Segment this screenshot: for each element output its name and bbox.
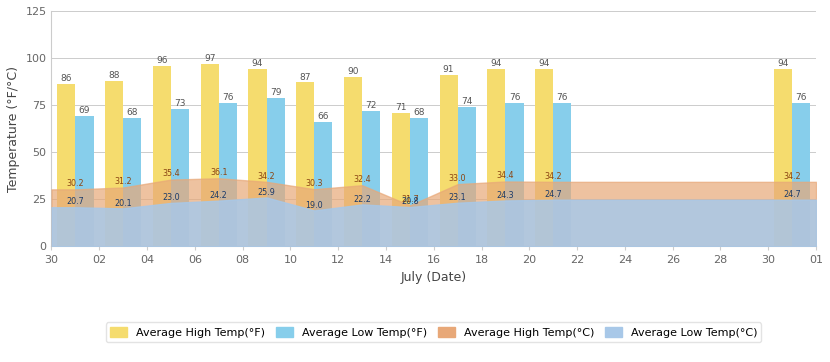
Text: 36.1: 36.1 <box>210 168 227 177</box>
Text: 72: 72 <box>365 101 377 110</box>
Text: 66: 66 <box>318 112 330 121</box>
Text: 24.2: 24.2 <box>210 191 227 200</box>
Bar <box>76 116 94 246</box>
Text: 35.4: 35.4 <box>162 169 180 178</box>
Text: 94: 94 <box>251 59 263 68</box>
Text: 76: 76 <box>557 93 568 102</box>
Text: 24.7: 24.7 <box>784 190 801 199</box>
Text: 30.3: 30.3 <box>305 179 323 188</box>
Text: 32.4: 32.4 <box>354 175 371 184</box>
Bar <box>153 66 171 246</box>
Text: 68: 68 <box>413 108 425 117</box>
Legend: Average High Temp(°F), Average Low Temp(°F), Average High Temp(°C), Average Low : Average High Temp(°F), Average Low Temp(… <box>106 322 761 342</box>
Text: 76: 76 <box>509 93 520 102</box>
Text: 94: 94 <box>778 59 788 68</box>
Text: 34.2: 34.2 <box>257 172 276 181</box>
Text: 68: 68 <box>126 108 138 117</box>
Text: 21.7: 21.7 <box>401 195 419 204</box>
Text: 24.3: 24.3 <box>496 191 515 200</box>
Text: 33.0: 33.0 <box>449 174 466 183</box>
Text: 86: 86 <box>61 75 72 83</box>
Text: 20.7: 20.7 <box>66 198 85 206</box>
Text: 79: 79 <box>270 88 281 97</box>
Text: 25.9: 25.9 <box>257 188 276 197</box>
Text: 30.2: 30.2 <box>66 179 84 188</box>
Bar <box>554 103 571 246</box>
Bar <box>266 97 285 246</box>
Text: 19.0: 19.0 <box>305 201 323 210</box>
Bar <box>457 107 476 246</box>
Text: 76: 76 <box>795 93 807 102</box>
Bar <box>171 109 189 246</box>
X-axis label: July (Date): July (Date) <box>401 271 466 284</box>
Bar <box>296 83 315 246</box>
Bar <box>219 103 237 246</box>
Bar <box>105 81 123 246</box>
Bar <box>440 75 457 246</box>
Bar <box>362 111 380 246</box>
Bar <box>315 122 333 246</box>
Bar <box>57 84 76 246</box>
Bar <box>201 64 219 246</box>
Text: 73: 73 <box>174 99 186 108</box>
Text: 34.4: 34.4 <box>496 171 515 180</box>
Text: 74: 74 <box>461 97 472 106</box>
Text: 97: 97 <box>204 54 216 63</box>
Text: 71: 71 <box>395 103 407 111</box>
Text: 34.2: 34.2 <box>784 172 801 181</box>
Text: 90: 90 <box>347 67 359 76</box>
Bar <box>505 103 524 246</box>
Bar <box>392 113 410 246</box>
Text: 23.0: 23.0 <box>162 193 180 202</box>
Bar <box>487 69 505 246</box>
Text: 24.7: 24.7 <box>544 190 562 199</box>
Bar <box>123 118 141 246</box>
Text: 96: 96 <box>156 56 168 64</box>
Bar <box>535 69 554 246</box>
Text: 94: 94 <box>539 59 549 68</box>
Text: 34.2: 34.2 <box>544 172 562 181</box>
Text: 31.2: 31.2 <box>115 177 132 186</box>
Bar <box>792 103 810 246</box>
Bar <box>410 118 428 246</box>
Text: 20.8: 20.8 <box>401 197 418 206</box>
Text: 88: 88 <box>109 71 120 80</box>
Text: 87: 87 <box>300 72 311 81</box>
Text: 91: 91 <box>443 65 454 74</box>
Y-axis label: Temperature (°F/°C): Temperature (°F/°C) <box>7 66 20 191</box>
Text: 69: 69 <box>79 106 90 115</box>
Text: 22.2: 22.2 <box>353 195 371 204</box>
Text: 20.1: 20.1 <box>115 199 132 208</box>
Text: 23.1: 23.1 <box>449 193 466 202</box>
Bar <box>344 77 362 246</box>
Text: 76: 76 <box>222 93 233 102</box>
Bar <box>248 69 266 246</box>
Text: 94: 94 <box>491 59 502 68</box>
Bar <box>774 69 792 246</box>
